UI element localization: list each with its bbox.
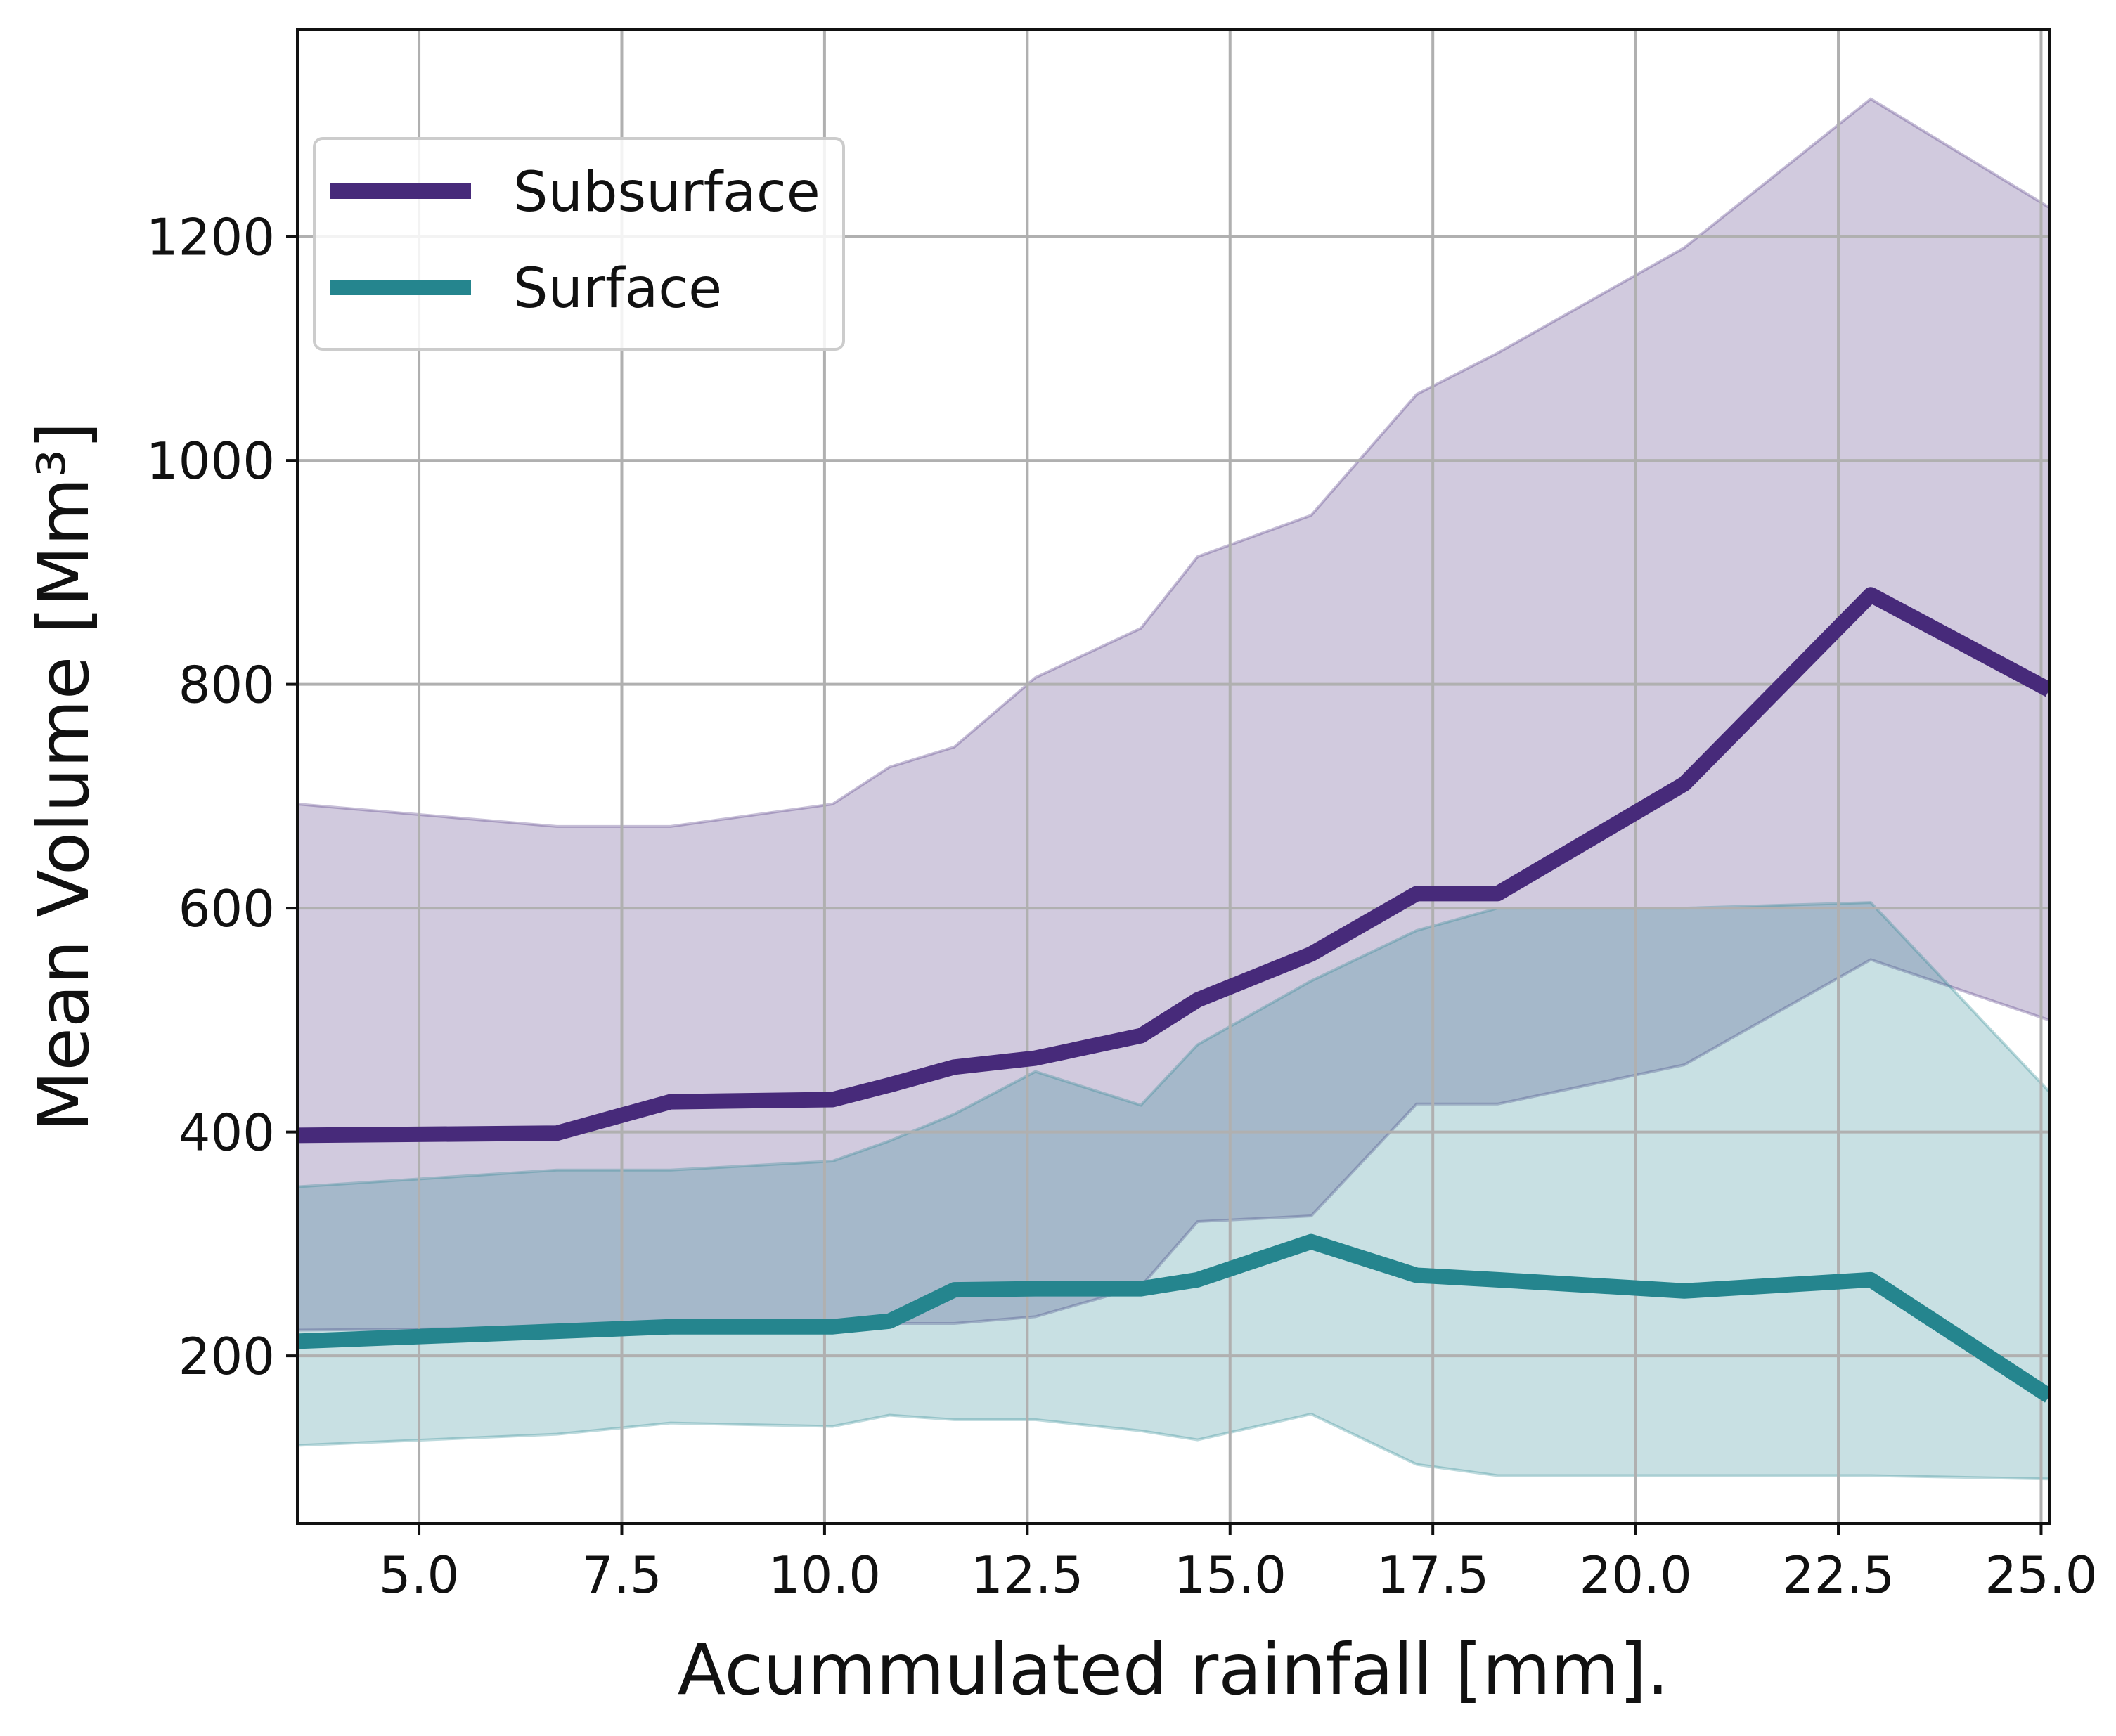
plot-frame: [296, 28, 2051, 1525]
y-tick-label: 600: [179, 879, 275, 938]
x-tick-label: 12.5: [971, 1546, 1083, 1605]
y-axis-ticks: 200 400 600 800 1000 1200: [146, 208, 297, 1386]
x-tick-label: 25.0: [1985, 1546, 2097, 1605]
x-tick-label: 10.0: [768, 1546, 881, 1605]
series-lines: [297, 587, 2049, 1403]
x-tick-label: 15.0: [1174, 1546, 1286, 1605]
y-axis-label: Mean Volume [Mm³]: [22, 422, 105, 1132]
x-axis-label: Acummulated rainfall [mm].: [678, 1628, 1669, 1711]
x-tick-label: 22.5: [1782, 1546, 1895, 1605]
line-surface: [297, 1233, 2049, 1403]
y-tick-label: 400: [179, 1103, 275, 1162]
legend-label-surface: Surface: [513, 257, 722, 320]
y-tick-label: 1000: [146, 432, 275, 491]
x-tick-label: 7.5: [581, 1546, 662, 1605]
legend: Subsurface Surface: [313, 137, 845, 351]
line-subsurface: [297, 587, 2049, 1144]
y-tick-label: 1200: [146, 208, 275, 267]
x-tick-label: 17.5: [1376, 1546, 1489, 1605]
y-tick-label: 200: [179, 1327, 275, 1386]
x-axis-ticks: 5.0 7.5 10.0 12.5 15.0 17.5 20.0 22.5 25.0: [379, 1524, 2098, 1605]
x-tick-label: 20.0: [1579, 1546, 1691, 1605]
y-tick-label: 800: [179, 656, 275, 715]
band-surface: [297, 901, 2049, 1481]
x-tick-label: 5.0: [379, 1546, 460, 1605]
legend-label-subsurface: Subsurface: [513, 161, 820, 224]
